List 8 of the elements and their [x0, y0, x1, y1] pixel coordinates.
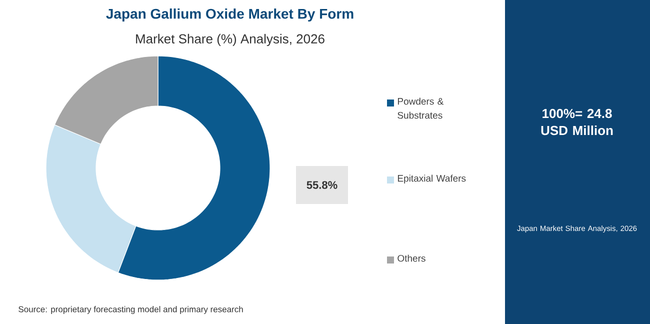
legend-label: Others	[398, 254, 426, 262]
chart-subtitle: Market Share (%) Analysis, 2026	[136, 34, 324, 46]
source-note: Source: proprietary forecasting model and primary research	[18, 306, 243, 314]
text: 100%= 24.8 USD Million	[541, 108, 613, 136]
chart-title: Japan Gallium Oxide Market By Form	[106, 8, 354, 22]
legend-label: Epitaxial Wafers	[398, 174, 466, 184]
data-label: 55.8%	[306, 181, 338, 189]
legend-label: Powders & Substrates	[398, 98, 444, 119]
